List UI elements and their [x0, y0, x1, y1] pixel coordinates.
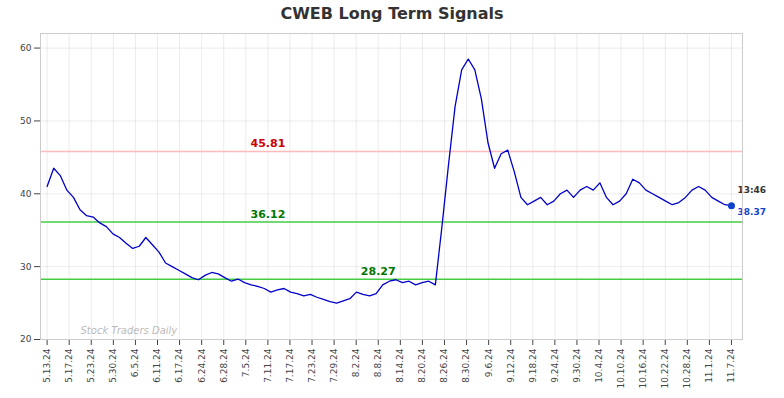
svg-text:9.6.24: 9.6.24: [484, 348, 494, 377]
svg-text:10.4.24: 10.4.24: [594, 348, 604, 383]
svg-text:6.5.24: 6.5.24: [130, 348, 140, 377]
svg-text:10.16.24: 10.16.24: [638, 348, 648, 388]
svg-text:5.13.24: 5.13.24: [42, 348, 52, 383]
svg-text:10.22.24: 10.22.24: [660, 348, 670, 388]
svg-text:20: 20: [20, 334, 32, 344]
svg-text:Stock Traders Daily: Stock Traders Daily: [81, 325, 179, 336]
svg-text:8.20.24: 8.20.24: [417, 348, 427, 383]
svg-text:7.17.24: 7.17.24: [285, 348, 295, 383]
svg-text:5.30.24: 5.30.24: [108, 348, 118, 383]
svg-text:40: 40: [20, 189, 32, 199]
svg-text:6.28.24: 6.28.24: [219, 348, 229, 383]
svg-text:8.8.24: 8.8.24: [373, 348, 383, 377]
svg-text:8.2.24: 8.2.24: [351, 348, 361, 377]
svg-text:60: 60: [20, 43, 32, 53]
svg-text:8.14.24: 8.14.24: [395, 348, 405, 383]
svg-text:9.30.24: 9.30.24: [572, 348, 582, 383]
svg-text:7.23.24: 7.23.24: [307, 348, 317, 383]
html-text:CWEB Long Term Signals: CWEB Long Term Signals: [280, 4, 504, 23]
svg-text:11.7.24: 11.7.24: [726, 348, 736, 383]
svg-text:6.17.24: 6.17.24: [174, 348, 184, 383]
svg-text:7.5.24: 7.5.24: [241, 348, 251, 377]
svg-text:28.27: 28.27: [361, 265, 396, 278]
svg-text:30: 30: [20, 262, 32, 272]
svg-text:8.30.24: 8.30.24: [461, 348, 471, 383]
svg-text:5.23.24: 5.23.24: [86, 348, 96, 383]
svg-text:9.12.24: 9.12.24: [506, 348, 516, 383]
svg-text:9.24.24: 9.24.24: [550, 348, 560, 383]
svg-text:7.11.24: 7.11.24: [263, 348, 273, 383]
svg-text:6.24.24: 6.24.24: [197, 348, 207, 383]
svg-text:11.1.24: 11.1.24: [704, 348, 714, 383]
svg-text:8.26.24: 8.26.24: [439, 348, 449, 383]
svg-text:36.12: 36.12: [250, 208, 285, 221]
svg-text:50: 50: [20, 116, 32, 126]
svg-text:38.37: 38.37: [737, 207, 765, 217]
svg-text:10.10.24: 10.10.24: [616, 348, 626, 388]
svg-text:5.17.24: 5.17.24: [64, 348, 74, 383]
svg-text:45.81: 45.81: [250, 137, 285, 150]
svg-text:9.18.24: 9.18.24: [528, 348, 538, 383]
svg-text:7.29.24: 7.29.24: [329, 348, 339, 383]
svg-text:13:46: 13:46: [737, 185, 766, 195]
svg-text:10.28.24: 10.28.24: [682, 348, 692, 388]
svg-text:6.11.24: 6.11.24: [152, 348, 162, 383]
